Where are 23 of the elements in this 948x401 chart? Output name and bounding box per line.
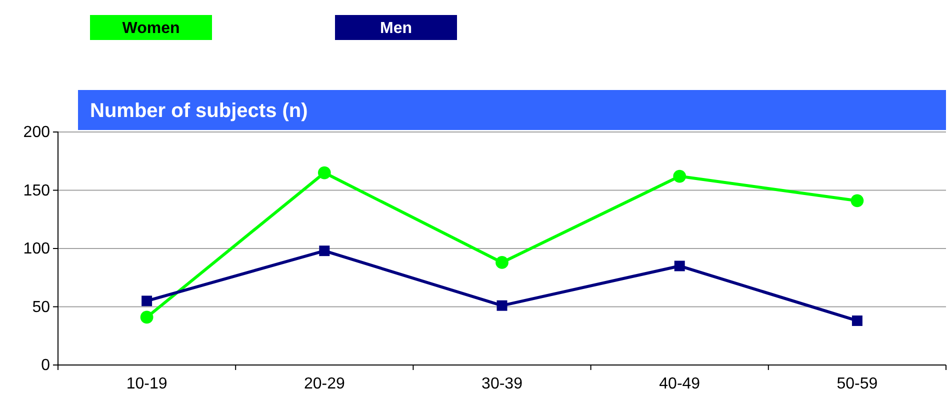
point bbox=[319, 246, 330, 256]
point bbox=[318, 166, 331, 180]
chart-title: Number of subjects (n) bbox=[90, 100, 308, 122]
point bbox=[673, 170, 686, 183]
text: Women bbox=[122, 20, 180, 37]
y-tick-label: 150 bbox=[23, 182, 50, 200]
point bbox=[140, 310, 154, 324]
x-tick-label: 30-39 bbox=[482, 375, 523, 392]
point bbox=[142, 296, 152, 306]
point bbox=[850, 194, 864, 208]
x-tick-label: 10-19 bbox=[126, 375, 168, 392]
y-tick-label: 100 bbox=[23, 240, 50, 258]
point bbox=[852, 315, 862, 326]
x-tick-label: 50-59 bbox=[836, 375, 878, 392]
x-tick-label: 20-29 bbox=[304, 375, 345, 392]
text: Men bbox=[380, 20, 412, 37]
y-tick-label: 50 bbox=[32, 298, 50, 316]
x-tick-label: 40-49 bbox=[659, 375, 700, 392]
point bbox=[496, 300, 508, 311]
point bbox=[496, 256, 508, 269]
point bbox=[674, 260, 685, 272]
y-tick-label: 0 bbox=[41, 357, 50, 374]
y-tick-label: 200 bbox=[23, 124, 50, 142]
